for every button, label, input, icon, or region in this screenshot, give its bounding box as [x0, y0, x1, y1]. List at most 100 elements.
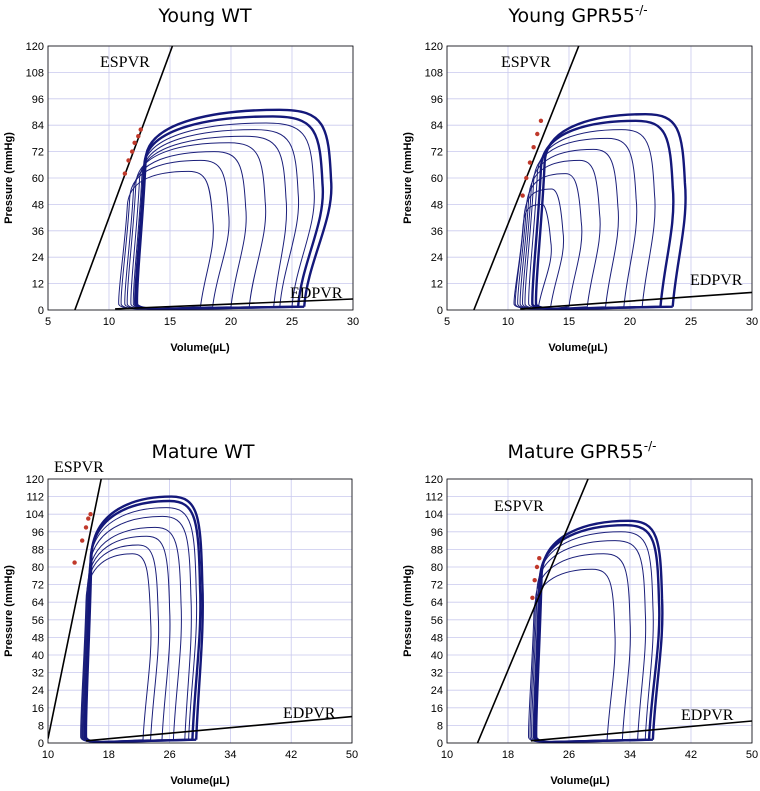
y-tick-label: 48 — [431, 632, 443, 644]
pv-loop — [534, 519, 664, 743]
x-tick-label: 10 — [441, 749, 453, 761]
x-tick-label: 10 — [103, 316, 115, 328]
y-tick-label: 8 — [437, 720, 443, 732]
tick-labels: 10 18 26 34 42 50 0 8 16 24 32 40 48 56 64 72 80 88 96 104 1… — [425, 474, 758, 761]
y-tick-label: 120 — [26, 41, 44, 53]
y-tick-label: 72 — [32, 147, 44, 159]
pv-loop — [522, 148, 619, 310]
es-point — [88, 512, 93, 517]
y-tick-label: 24 — [32, 252, 44, 264]
x-tick-label: 50 — [346, 749, 358, 761]
plot-frame — [446, 478, 753, 744]
es-point — [520, 193, 525, 198]
y-tick-label: 88 — [431, 544, 443, 556]
x-tick-label: 25 — [685, 316, 697, 328]
x-tick-label: 30 — [746, 316, 758, 328]
y-tick-label: 56 — [431, 615, 443, 627]
pv-loop — [133, 122, 315, 310]
pv-loop — [124, 151, 247, 310]
es-point — [136, 134, 141, 139]
x-tick-label: 42 — [285, 749, 297, 761]
pv-loop — [81, 535, 171, 743]
pv-loop — [528, 568, 616, 743]
y-axis-label: Pressure (mmHg) — [3, 132, 15, 224]
edpvr-line — [530, 720, 752, 742]
es-point — [532, 578, 537, 583]
x-axis-label: Volume(µL) — [550, 775, 610, 787]
title-main: Young GPR55 — [507, 5, 634, 27]
panel-mature-wt: Mature WT 10 18 26 34 42 50 0 8 16 24 32 40 48 56 64 72… — [3, 441, 358, 787]
pv-loop — [130, 135, 288, 310]
x-tick-label: 5 — [444, 316, 450, 328]
pv-loop — [83, 515, 192, 743]
pv-loop — [528, 129, 656, 310]
y-tick-label: 60 — [32, 173, 44, 185]
title-superscript: -/- — [644, 439, 657, 453]
y-tick-label: 104 — [26, 509, 44, 521]
y-tick-label: 80 — [431, 562, 443, 574]
pv-loops — [473, 46, 752, 310]
edpvr-label: EDPVR — [681, 707, 734, 724]
pv-loop — [529, 553, 631, 743]
pv-loop — [134, 115, 325, 310]
grid — [446, 478, 753, 744]
x-tick-label: 20 — [225, 316, 237, 328]
y-tick-label: 48 — [32, 632, 44, 644]
edpvr-line — [520, 291, 752, 310]
x-tick-label: 15 — [164, 316, 176, 328]
es-point — [126, 158, 131, 163]
panel-title: Mature GPR55-/- — [508, 439, 657, 463]
y-tick-label: 40 — [431, 650, 443, 662]
y-tick-label: 112 — [26, 492, 44, 504]
title-main: Mature GPR55 — [508, 441, 644, 463]
y-tick-label: 120 — [26, 474, 44, 486]
espvr-line — [74, 46, 174, 310]
y-tick-label: 108 — [26, 67, 44, 79]
es-point — [129, 149, 135, 154]
pv-loop — [80, 544, 160, 743]
x-tick-label: 34 — [624, 749, 636, 761]
y-tick-label: 64 — [431, 597, 443, 609]
panel-young-gpr55: Young GPR55-/- 5 10 15 20 25 30 0 12 24 36 48 60 72 8… — [402, 3, 758, 354]
x-tick-label: 26 — [163, 749, 175, 761]
y-tick-label: 84 — [431, 120, 443, 132]
panel-mature-gpr55: Mature GPR55-/- 10 18 26 34 42 50 0 8 16 24 32 40 48… — [402, 439, 758, 787]
espvr-line — [476, 479, 589, 743]
y-tick-label: 64 — [32, 597, 44, 609]
pv-loops — [476, 479, 752, 743]
pv-loop — [532, 531, 654, 743]
panel-young-wt: Young WT 5 10 15 20 25 30 0 12 24 36 48 60 72 84 96 108… — [3, 5, 359, 354]
edpvr-line — [115, 298, 353, 310]
panel-title: Young WT — [157, 5, 252, 27]
espvr-label: ESPVR — [494, 498, 544, 515]
pv-loop — [132, 129, 300, 310]
y-tick-label: 24 — [431, 252, 443, 264]
y-tick-label: 112 — [425, 492, 443, 504]
pv-loop — [82, 526, 182, 743]
pv-loop — [517, 173, 583, 310]
espvr-label: ESPVR — [100, 54, 150, 71]
y-tick-label: 96 — [431, 94, 443, 106]
x-tick-label: 10 — [42, 749, 54, 761]
panel-title: Mature WT — [151, 441, 254, 463]
x-tick-label: 5 — [45, 316, 51, 328]
pv-loop — [83, 507, 198, 743]
y-tick-label: 120 — [425, 41, 443, 53]
y-tick-label: 24 — [431, 685, 443, 697]
tick-labels: 5 10 15 20 25 30 0 12 24 36 48 60 72 84 96 108 120 — [425, 41, 758, 328]
y-tick-label: 40 — [32, 650, 44, 662]
pv-loop — [118, 170, 214, 310]
es-point — [72, 560, 77, 565]
tick-labels: 5 10 15 20 25 30 0 12 24 36 48 60 72 84 96 108 120 — [26, 41, 359, 328]
grid — [446, 45, 753, 311]
pv-loops — [48, 479, 352, 743]
es-point — [535, 131, 540, 137]
tick-labels: 10 18 26 34 42 50 0 8 16 24 32 40 48 56 64 72 80 88 96 104 1… — [26, 474, 358, 761]
pv-loop — [120, 159, 230, 310]
y-tick-label: 56 — [32, 615, 44, 627]
y-tick-label: 12 — [32, 279, 44, 291]
es-point — [138, 127, 143, 132]
edpvr-label: EDPVR — [690, 272, 743, 289]
panel-title: Young GPR55-/- — [507, 3, 647, 27]
es-point — [531, 145, 536, 150]
